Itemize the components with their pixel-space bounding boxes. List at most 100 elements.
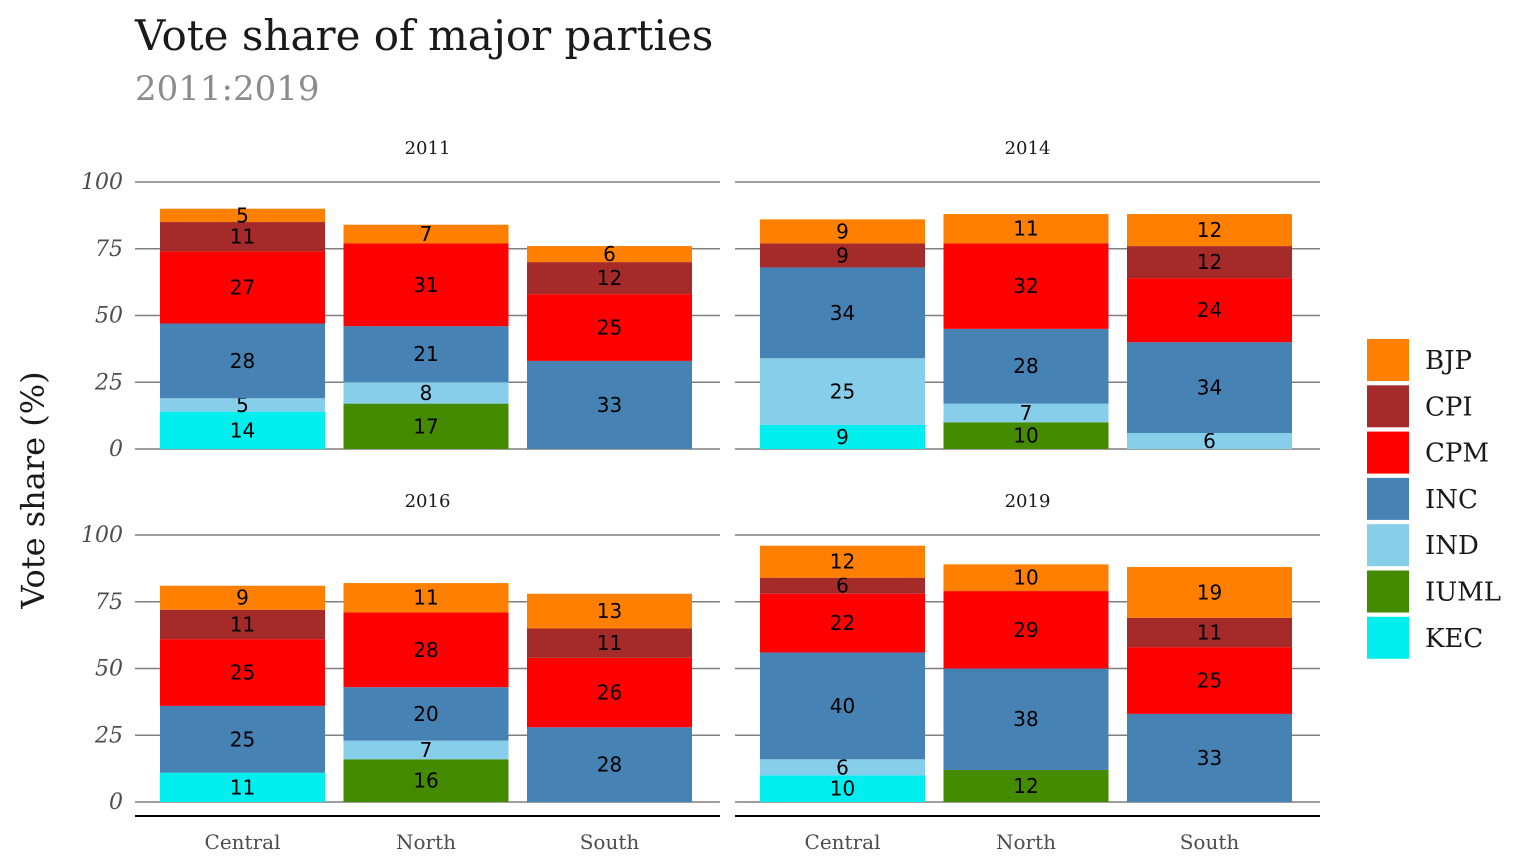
data-label: 26 — [597, 681, 622, 705]
bar-segment-cpm — [160, 251, 325, 324]
y-tick-label: 50 — [95, 304, 123, 329]
data-label: 7 — [1020, 401, 1033, 425]
data-label: 6 — [1203, 429, 1216, 453]
x-tick-label: Central — [805, 830, 881, 854]
bar-segment-cpi — [1127, 617, 1292, 648]
legend-item-inc: INC — [1367, 477, 1478, 520]
data-label: 5 — [236, 393, 249, 417]
data-label: 12 — [830, 550, 855, 574]
bar-segment-bjp — [760, 545, 925, 578]
bar-segment-bjp — [1127, 567, 1292, 618]
panel-label: 2016 — [405, 491, 451, 512]
legend-swatch — [1367, 339, 1409, 381]
data-label: 34 — [830, 301, 855, 325]
y-axis-label: Vote share (%) — [14, 371, 52, 609]
bar-segment-iuml — [343, 403, 509, 449]
x-tick-label: South — [580, 830, 640, 854]
data-label: 25 — [597, 316, 622, 340]
data-label: 6 — [836, 574, 849, 598]
bar-segment-cpm — [943, 591, 1109, 669]
legend-swatch — [1367, 616, 1409, 659]
data-label: 34 — [1197, 376, 1222, 400]
bar-south: 33 25 126 — [527, 242, 692, 449]
bar-south: 28 26 11 13 — [527, 593, 692, 802]
data-label: 17 — [413, 414, 438, 438]
bar-north: 12 38 29 10 — [943, 564, 1109, 802]
data-label: 13 — [597, 599, 622, 623]
chart-title: Vote share of major parties — [134, 11, 713, 60]
legend-swatch — [1367, 570, 1409, 613]
data-label: 7 — [420, 738, 433, 762]
bar-segment-cpi — [760, 577, 925, 594]
panel-label: 2014 — [1005, 138, 1051, 159]
panel-label: 2019 — [1005, 491, 1051, 512]
data-label: 28 — [597, 753, 622, 777]
data-label: 29 — [1013, 618, 1038, 642]
bar-segment-cpm — [1127, 278, 1292, 343]
bar-segment-cpm — [343, 612, 509, 688]
y-tick-label: 75 — [95, 590, 123, 615]
chart-subtitle: 2011:2019 — [135, 69, 320, 109]
data-label: 24 — [1197, 298, 1222, 322]
legend-item-bjp: BJP — [1367, 339, 1472, 381]
bar-segment-cpm — [527, 294, 692, 361]
bar-segment-cpi — [160, 222, 325, 252]
data-label: 40 — [830, 694, 855, 718]
legend-item-cpi: CPI — [1367, 385, 1473, 428]
data-label: 31 — [413, 273, 438, 297]
data-label: 9 — [836, 243, 849, 267]
data-label: 9 — [836, 425, 849, 449]
bar-segment-cpm — [943, 243, 1109, 329]
bar-segment-bjp — [943, 564, 1109, 592]
bar-segment-inc — [160, 323, 325, 399]
data-label: 9 — [836, 219, 849, 243]
facet-panels: 2011025507510014528271151782131733251262… — [81, 138, 1320, 854]
bar-south: 6 34 24 12 12 — [1127, 214, 1292, 453]
legend-swatch — [1367, 385, 1409, 428]
legend-label: INC — [1425, 485, 1478, 515]
bar-segment-ind — [160, 398, 325, 412]
y-tick-label: 100 — [81, 523, 123, 548]
bar-segment-bjp — [160, 208, 325, 223]
legend-swatch — [1367, 431, 1409, 474]
data-label: 27 — [230, 275, 255, 299]
data-label: 10 — [1013, 424, 1038, 448]
data-label: 12 — [1197, 218, 1222, 242]
legend-item-kec: KEC — [1367, 616, 1483, 659]
data-label: 25 — [230, 661, 255, 685]
data-label: 5 — [236, 203, 249, 227]
panel-label: 2011 — [405, 138, 451, 159]
bar-segment-cpm — [1127, 647, 1292, 714]
data-label: 19 — [1197, 580, 1222, 604]
data-label: 11 — [230, 775, 255, 799]
bar-segment-ind — [760, 358, 925, 425]
data-label: 12 — [1197, 250, 1222, 274]
bar-segment-iuml — [943, 422, 1109, 449]
panel-2016: 2016025507510011252511916720281128261113… — [81, 491, 720, 854]
legend-label: CPM — [1425, 439, 1489, 469]
data-label: 11 — [230, 225, 255, 249]
bar-segment-cpi — [160, 609, 325, 640]
bar-segment-inc — [527, 360, 692, 449]
data-label: 11 — [1197, 620, 1222, 644]
bar-segment-bjp — [1127, 214, 1292, 247]
bar-segment-cpm — [760, 593, 925, 653]
x-tick-label: North — [396, 830, 456, 854]
bar-segment-ind — [943, 403, 1109, 423]
bar-segment-bjp — [527, 246, 692, 263]
bar-segment-iuml — [943, 769, 1109, 802]
y-tick-label: 50 — [95, 657, 123, 682]
data-label: 9 — [236, 586, 249, 610]
bar-segment-ind — [1127, 432, 1292, 449]
bar-segment-cpm — [527, 657, 692, 728]
data-label: 25 — [830, 380, 855, 404]
data-label: 14 — [230, 418, 255, 442]
data-label: 21 — [413, 342, 438, 366]
x-tick-label: South — [1180, 830, 1240, 854]
bar-segment-inc — [527, 727, 692, 802]
